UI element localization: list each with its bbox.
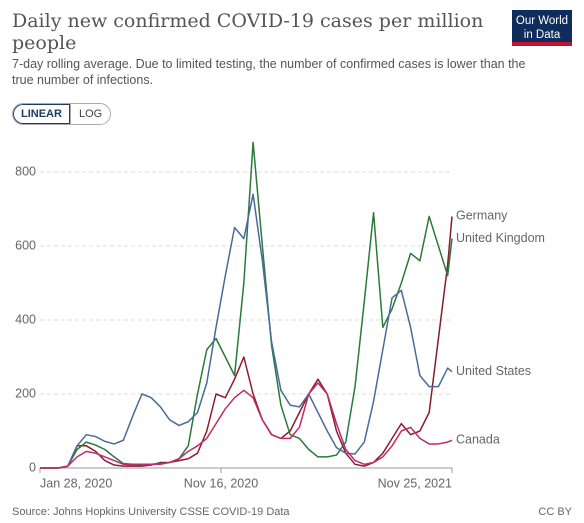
chart-subtitle: 7-day rolling average. Due to limited te… xyxy=(12,57,526,87)
legend-label: Germany xyxy=(456,209,508,223)
logo-line: in Data xyxy=(523,29,561,41)
y-tick-label: 200 xyxy=(15,386,36,400)
series-line xyxy=(40,141,453,469)
series-line xyxy=(40,193,453,469)
legend-label: Canada xyxy=(456,433,500,447)
y-tick-label: 0 xyxy=(29,460,36,474)
logo[interactable]: Our World in Data xyxy=(512,10,572,46)
x-tick-label: Jan 28, 2020 xyxy=(40,476,112,490)
legend-label: United States xyxy=(456,364,531,378)
x-tick-label: Nov 25, 2021 xyxy=(378,476,452,490)
logo-line: Our World xyxy=(515,15,569,27)
scale-toggle: LINEAR LOG xyxy=(12,103,112,125)
legend-label: United Kingdom xyxy=(456,231,545,245)
y-tick-label: 800 xyxy=(15,164,36,178)
chart-title: Daily new confirmed COVID-19 cases per m… xyxy=(12,10,484,54)
license: CC BY xyxy=(538,506,572,518)
series-line xyxy=(40,216,453,469)
y-tick-label: 400 xyxy=(15,312,36,326)
y-tick-label: 600 xyxy=(15,238,36,252)
x-tick-label: Nov 16, 2020 xyxy=(184,476,258,490)
series-line xyxy=(40,382,453,469)
log-button[interactable]: LOG xyxy=(78,108,103,120)
source: Source: Johns Hopkins University CSSE CO… xyxy=(12,506,290,518)
linear-button[interactable]: LINEAR xyxy=(13,104,71,124)
